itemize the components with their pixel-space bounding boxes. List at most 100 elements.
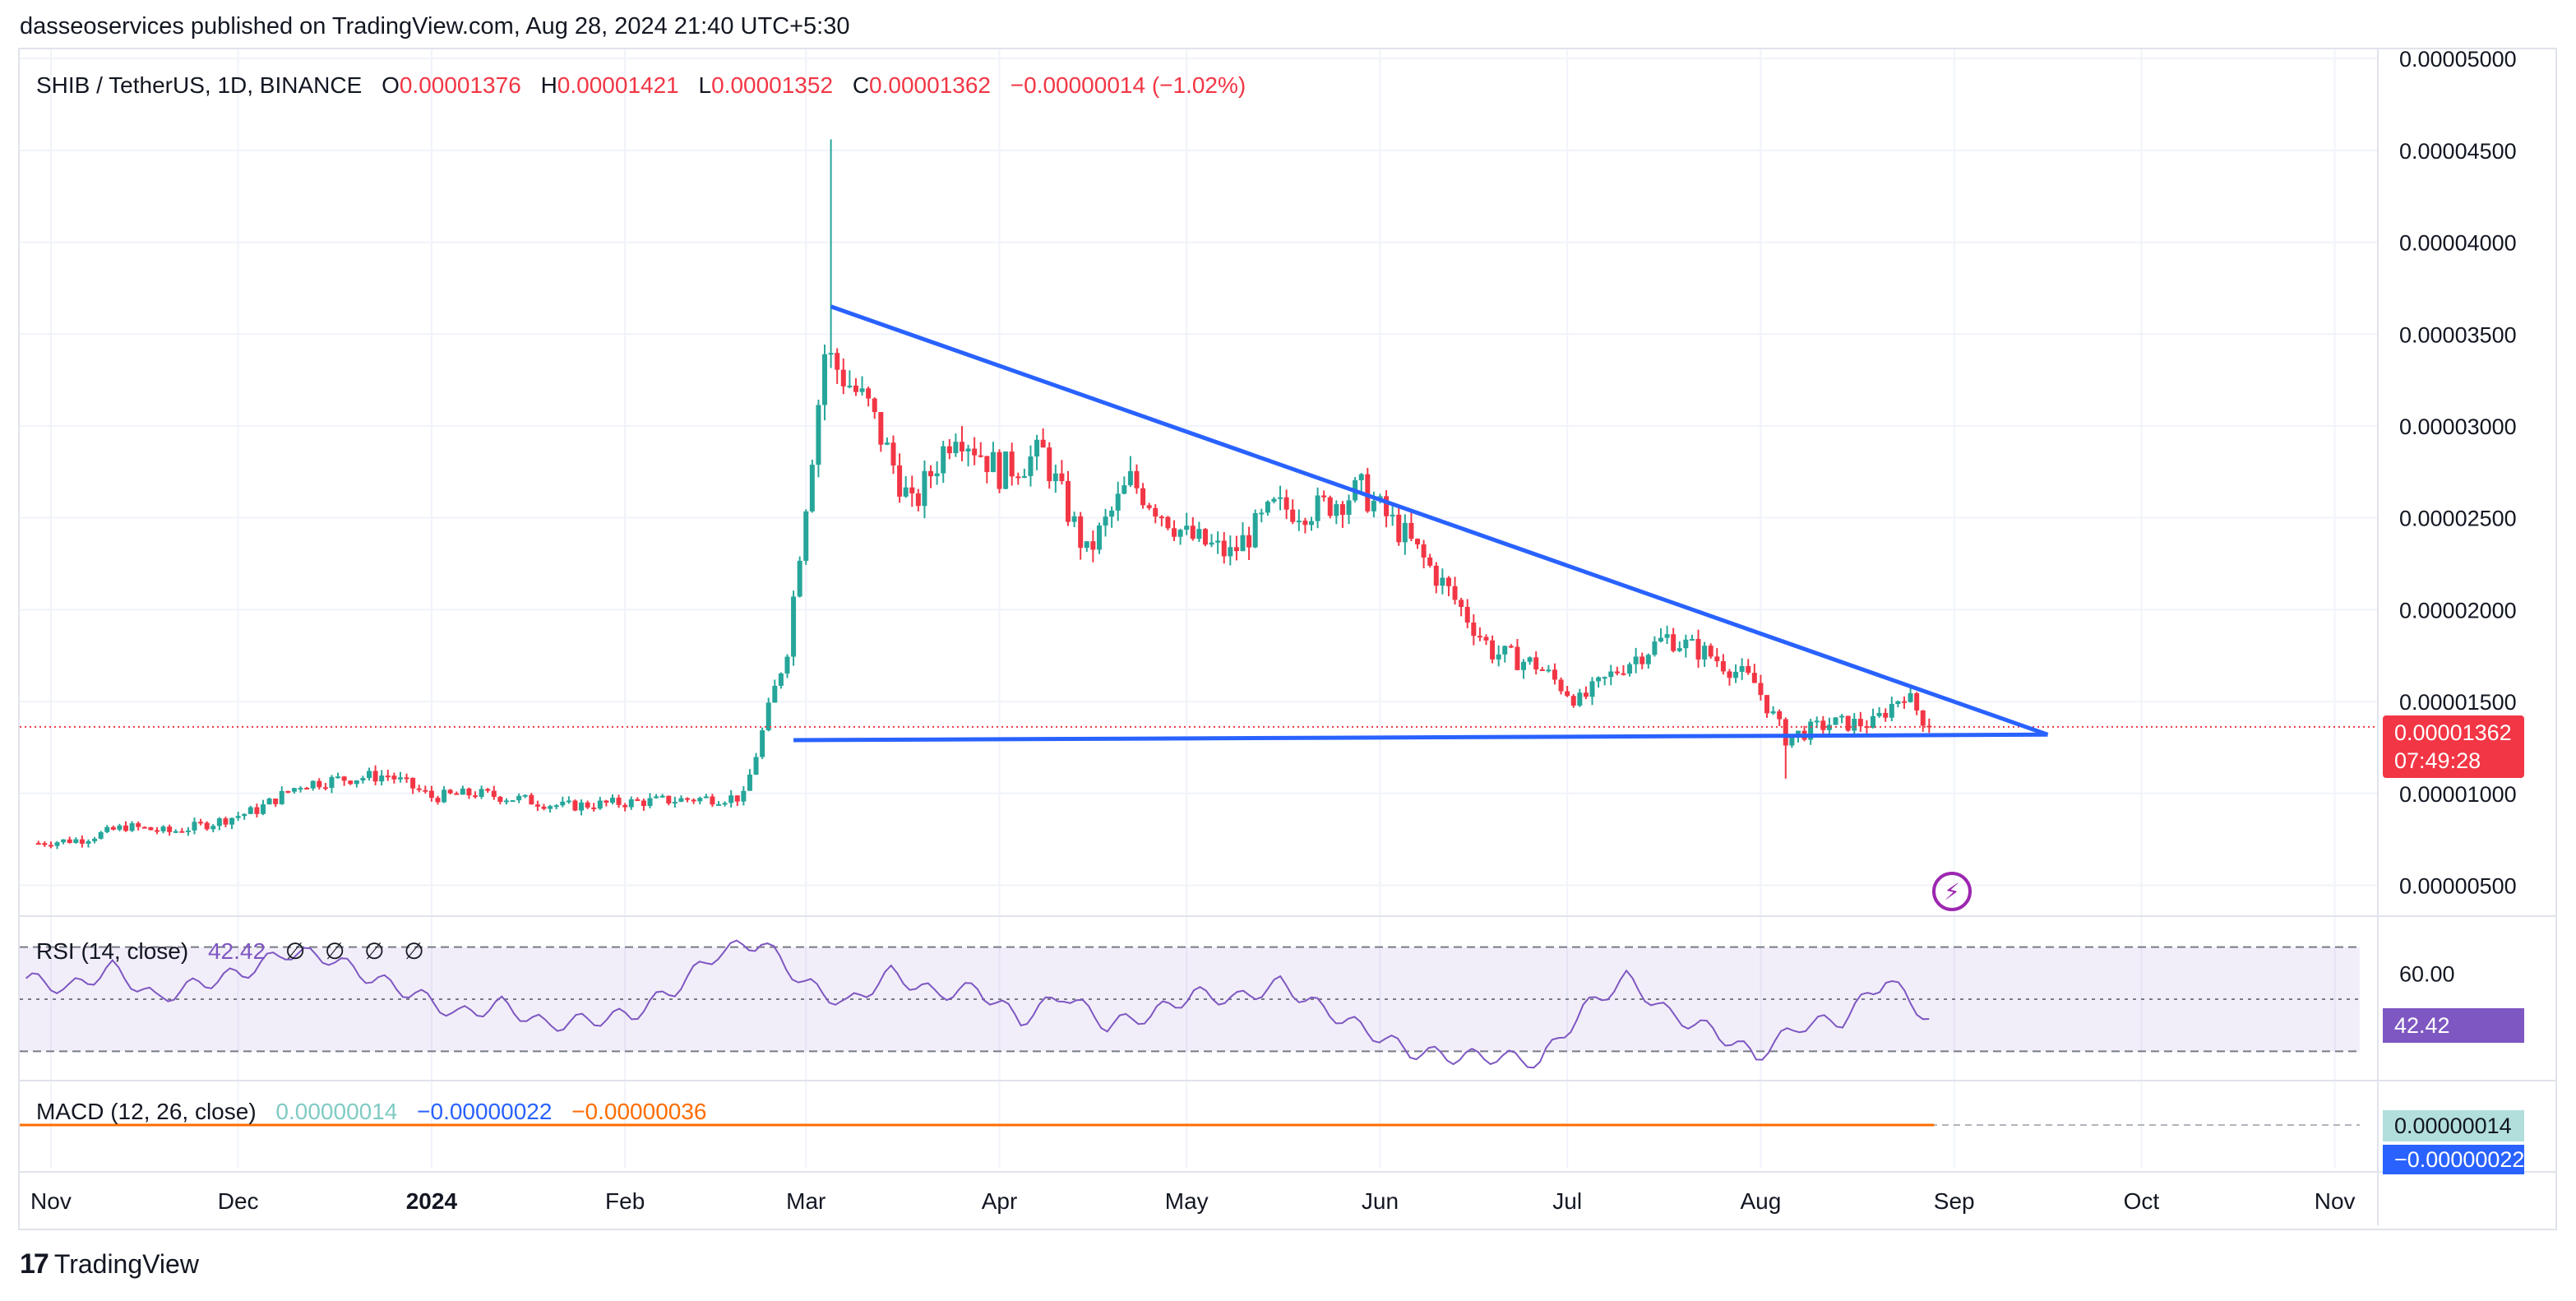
time-tick-label: May bbox=[1165, 1188, 1209, 1214]
candle-body bbox=[1845, 715, 1851, 731]
candle-body bbox=[1146, 505, 1152, 508]
candle-body bbox=[1459, 600, 1464, 608]
candle-body bbox=[1202, 529, 1208, 545]
symbol-label[interactable]: SHIB / TetherUS, 1D, BINANCE bbox=[36, 72, 363, 98]
candle-body bbox=[1621, 673, 1626, 675]
candle-body bbox=[1278, 497, 1283, 499]
candle-body bbox=[360, 778, 366, 780]
current-price-tag: 0.00001362 07:49:28 bbox=[2383, 715, 2524, 778]
candle-body bbox=[1546, 669, 1552, 672]
candle-body bbox=[1733, 671, 1739, 678]
candle-body bbox=[235, 816, 241, 818]
candle-body bbox=[1770, 711, 1776, 714]
candle-body bbox=[797, 560, 802, 597]
candle-body bbox=[1177, 530, 1183, 537]
candle-body bbox=[516, 795, 522, 801]
candle-body bbox=[1165, 516, 1171, 529]
candle-body bbox=[635, 799, 641, 801]
candle-body bbox=[129, 823, 135, 831]
candle-body bbox=[1589, 681, 1595, 697]
candle-body bbox=[1471, 623, 1477, 637]
candle-body bbox=[61, 839, 67, 843]
price-tick-label: 0.00001500 bbox=[2399, 690, 2517, 715]
candle-body bbox=[953, 442, 959, 454]
candle-body bbox=[647, 798, 653, 807]
candle-body bbox=[1346, 500, 1352, 515]
candle-body bbox=[778, 673, 784, 686]
candle-body bbox=[354, 780, 359, 785]
candle-body bbox=[1233, 547, 1239, 552]
candle-body bbox=[585, 802, 590, 808]
candle-body bbox=[341, 776, 347, 781]
candle-body bbox=[884, 442, 890, 445]
candle-body bbox=[566, 800, 571, 803]
rsi-extra-4: ∅ bbox=[404, 938, 424, 964]
candle-body bbox=[1334, 504, 1339, 516]
trendline[interactable] bbox=[793, 732, 2048, 743]
change-value: −0.00000014 (−1.02%) bbox=[1010, 72, 1246, 98]
candle-body bbox=[1552, 669, 1557, 680]
candle-body bbox=[1570, 696, 1576, 706]
candle-body bbox=[1602, 677, 1607, 679]
time-tick-label: 2024 bbox=[406, 1188, 458, 1214]
candle-body bbox=[1296, 521, 1302, 523]
candle-body bbox=[123, 825, 129, 831]
candle-body bbox=[1558, 679, 1564, 692]
candle-body bbox=[279, 790, 284, 804]
candle-body bbox=[1908, 692, 1913, 702]
candle-body bbox=[978, 455, 983, 457]
candle-body bbox=[1639, 656, 1645, 664]
high-value: 0.00001421 bbox=[557, 72, 679, 98]
rsi-axis-label: 60.00 bbox=[2399, 961, 2455, 986]
candle-body bbox=[216, 818, 222, 826]
candle-body bbox=[167, 826, 173, 832]
candle-body bbox=[1196, 529, 1202, 539]
candle-body bbox=[666, 795, 672, 803]
tradingview-brand: TradingView bbox=[53, 1249, 199, 1279]
candle-body bbox=[367, 771, 372, 779]
candle-body bbox=[397, 777, 403, 780]
candle-body bbox=[915, 493, 921, 507]
price-tick-label: 0.00002500 bbox=[2399, 507, 2517, 531]
candle-body bbox=[110, 826, 116, 830]
candle-body bbox=[1034, 439, 1040, 457]
candle-body bbox=[1440, 577, 1445, 586]
candle-body bbox=[922, 470, 927, 507]
candle-body bbox=[628, 799, 634, 808]
candle-body bbox=[685, 798, 691, 800]
candle-body bbox=[1315, 495, 1320, 521]
candle-body bbox=[1390, 514, 1395, 516]
candle-body bbox=[117, 825, 123, 830]
candle-body bbox=[1271, 498, 1277, 502]
candle-body bbox=[591, 807, 597, 809]
lightning-icon[interactable]: ⚡ bbox=[1932, 872, 1972, 911]
candle-body bbox=[572, 800, 578, 811]
candle-body bbox=[1814, 720, 1820, 723]
candle-body bbox=[1059, 473, 1065, 482]
candle-body bbox=[1577, 692, 1583, 706]
candle-body bbox=[254, 807, 260, 814]
candle-body bbox=[1427, 557, 1433, 566]
candle-body bbox=[1764, 695, 1770, 714]
candle-body bbox=[890, 442, 896, 465]
candle-body bbox=[1127, 470, 1133, 486]
tradingview-logo[interactable]: 17 TradingView bbox=[20, 1248, 199, 1280]
candle-body bbox=[1015, 476, 1021, 479]
open-label: O bbox=[382, 72, 400, 98]
candle-body bbox=[372, 771, 378, 782]
candle-body bbox=[747, 774, 752, 791]
candle-body bbox=[1122, 485, 1127, 494]
candle-body bbox=[1071, 516, 1077, 522]
candle-body bbox=[1857, 719, 1863, 727]
candle-body bbox=[317, 780, 322, 788]
candle-body bbox=[1445, 577, 1451, 586]
rsi-label[interactable]: RSI (14, close) bbox=[36, 938, 189, 964]
candle-body bbox=[946, 446, 952, 454]
candle-body bbox=[903, 487, 909, 497]
macd-label[interactable]: MACD (12, 26, close) bbox=[36, 1099, 257, 1124]
trendline[interactable] bbox=[830, 304, 2049, 737]
candle-body bbox=[1783, 719, 1788, 746]
candle-body bbox=[1066, 481, 1071, 522]
time-tick-label: Nov bbox=[2315, 1188, 2356, 1214]
